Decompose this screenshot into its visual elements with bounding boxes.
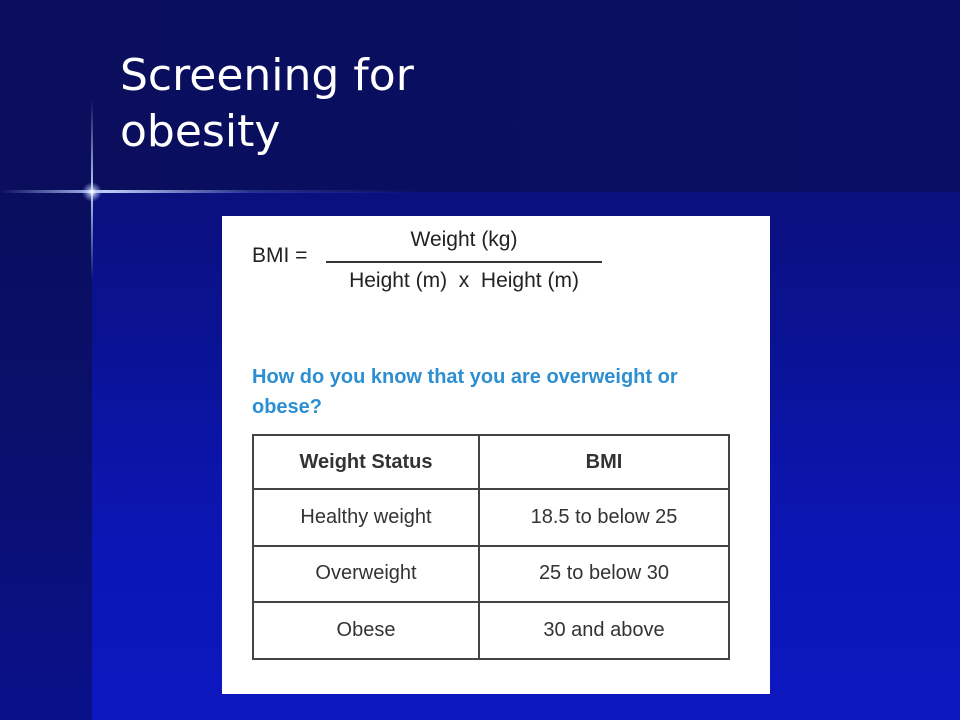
table-row: Healthy weight 18.5 to below 25 [252, 488, 730, 547]
question-text: How do you know that you are overweight … [252, 366, 678, 418]
table-row: Overweight 25 to below 30 [252, 544, 730, 604]
table-row: Obese 30 and above [252, 601, 730, 660]
weight-status-cell: Healthy weight [252, 488, 480, 547]
formula-denominator: Height (m) x Height (m) [349, 269, 579, 292]
formula-numerator: Weight (kg) [410, 228, 518, 251]
header-bmi: BMI [478, 434, 730, 490]
slide-title-line-2: obesity [120, 106, 281, 157]
horizontal-accent-line [0, 190, 420, 193]
header-weight-status: Weight Status [252, 434, 480, 490]
title-band [0, 0, 960, 192]
formula-prefix: BMI = [252, 244, 308, 267]
slide-title: Screening for obesity [120, 48, 880, 160]
sparkle-icon [82, 182, 102, 202]
bmi-range-cell: 30 and above [478, 601, 730, 660]
fraction-line [326, 261, 602, 263]
weight-status-cell: Obese [252, 601, 480, 660]
weight-status-table: Weight Status BMI Healthy weight 18.5 to… [252, 434, 730, 660]
bmi-figure: BMI = Weight (kg) Height (m) x Height (m… [222, 216, 770, 694]
table-header-row: Weight Status BMI [252, 434, 730, 490]
weight-status-cell: Overweight [252, 544, 480, 604]
bmi-range-cell: 25 to below 30 [478, 544, 730, 604]
slide-title-line-1: Screening for [120, 50, 414, 101]
bmi-range-cell: 18.5 to below 25 [478, 488, 730, 547]
